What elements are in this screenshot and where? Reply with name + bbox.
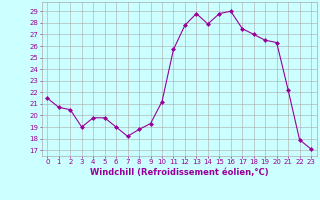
X-axis label: Windchill (Refroidissement éolien,°C): Windchill (Refroidissement éolien,°C) xyxy=(90,168,268,177)
